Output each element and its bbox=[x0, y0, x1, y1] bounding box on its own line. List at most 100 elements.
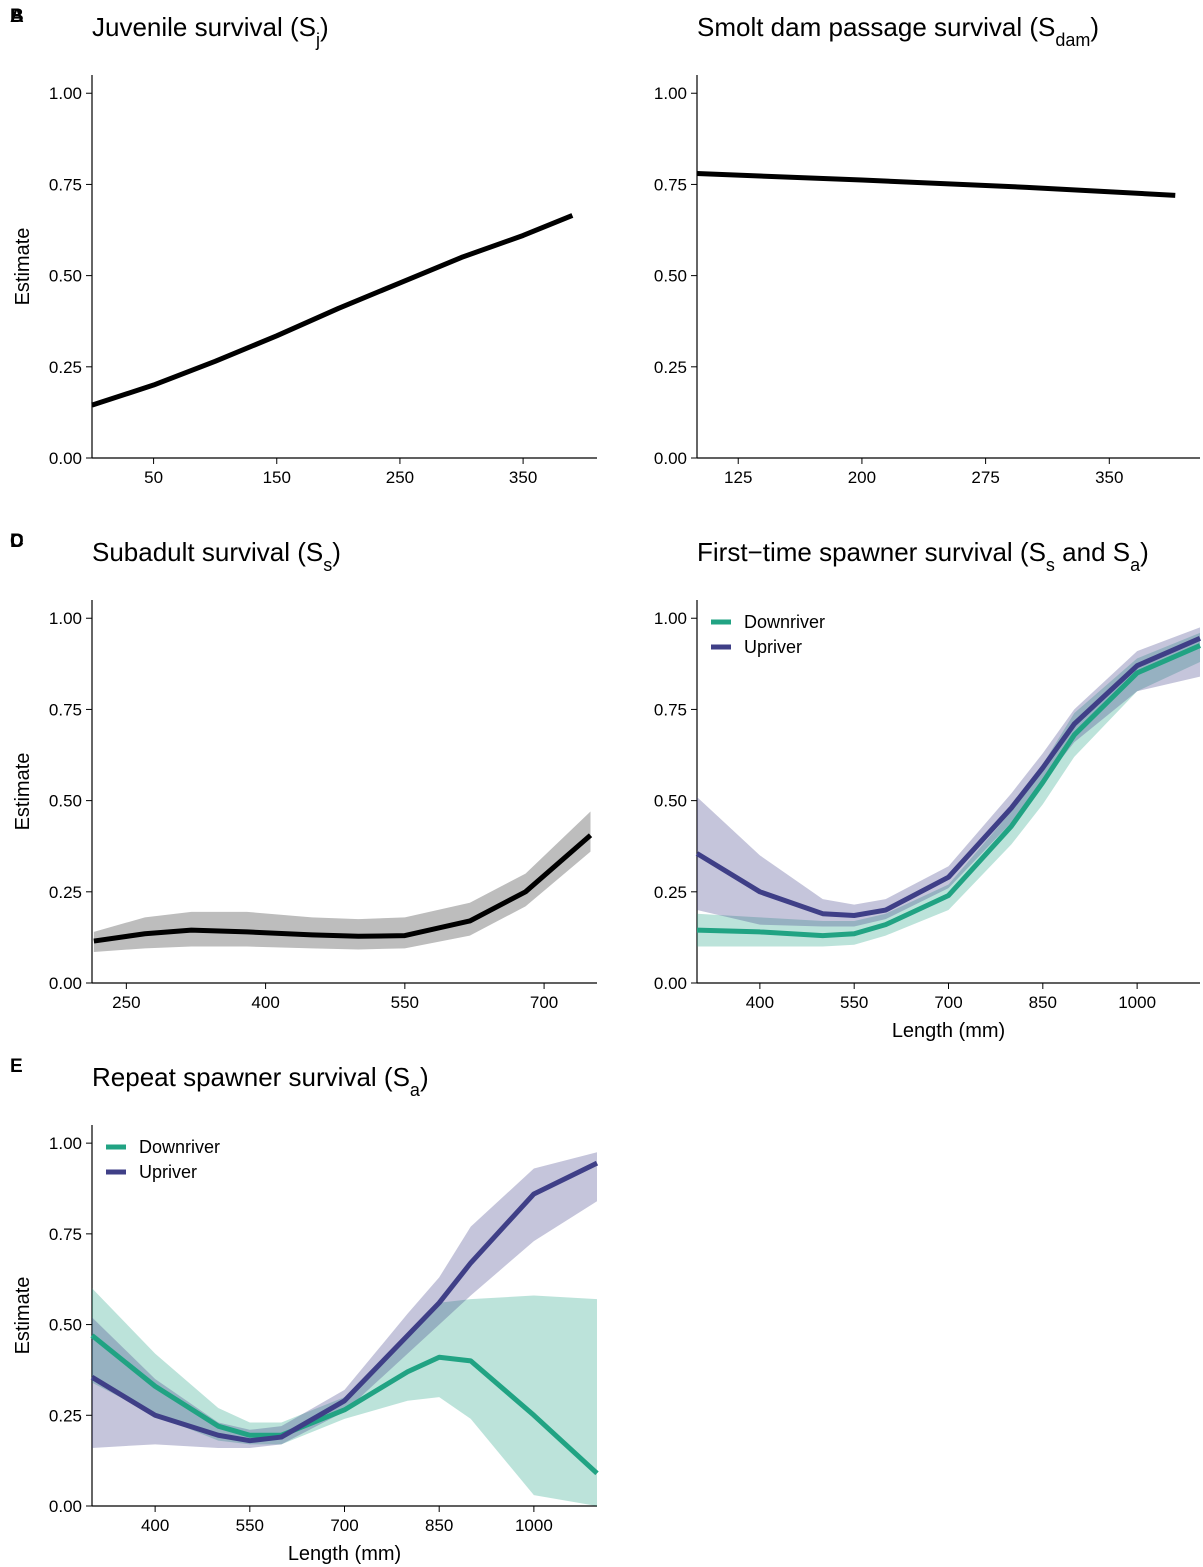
line bbox=[90, 1160, 599, 1444]
x-tick-label: 275 bbox=[971, 468, 999, 487]
panel-title: Subadult survival (Ss) bbox=[92, 537, 341, 575]
title-part: ) bbox=[332, 537, 341, 567]
x-tick-label: 200 bbox=[848, 468, 876, 487]
line bbox=[91, 213, 574, 408]
y-tick-label: 0.25 bbox=[49, 358, 82, 377]
y-tick-label: 0.75 bbox=[654, 700, 687, 719]
x-tick-label: 700 bbox=[530, 993, 558, 1012]
title-part: dam bbox=[1055, 30, 1090, 50]
line bbox=[93, 833, 593, 944]
x-tick-label: 850 bbox=[1029, 993, 1057, 1012]
title-part: ) bbox=[320, 12, 329, 42]
title-part: a bbox=[1130, 555, 1141, 575]
confidence-band bbox=[697, 627, 1200, 927]
panel-letter: A bbox=[10, 6, 24, 27]
y-tick-label: 0.75 bbox=[49, 700, 82, 719]
y-tick-label: 0.00 bbox=[654, 449, 687, 468]
confidence-band bbox=[92, 1152, 597, 1448]
y-tick-label: 1.00 bbox=[49, 1134, 82, 1153]
panel: A Juvenile survival (Sj) 0.00 0.25 0.50 0.75 1… bbox=[10, 6, 597, 487]
y-tick-label: 0.25 bbox=[49, 1406, 82, 1425]
x-tick-label: 400 bbox=[251, 993, 279, 1012]
line bbox=[696, 170, 1176, 198]
y-axis-label: Estimate bbox=[12, 228, 34, 306]
x-tick-label: 1000 bbox=[515, 1516, 553, 1535]
y-tick-label: 0.00 bbox=[654, 974, 687, 993]
panel-letter: E bbox=[10, 1056, 23, 1077]
x-tick-label: 550 bbox=[391, 993, 419, 1012]
line bbox=[695, 636, 1201, 919]
y-tick-label: 0.25 bbox=[49, 883, 82, 902]
x-tick-label: 550 bbox=[840, 993, 868, 1012]
y-tick-label: 0.00 bbox=[49, 974, 82, 993]
y-tick-label: 1.00 bbox=[49, 609, 82, 628]
title-part: First−time spawner survival ( bbox=[697, 537, 1029, 567]
panel-letter: C bbox=[10, 531, 24, 552]
y-tick-label: 0.00 bbox=[49, 1497, 82, 1516]
x-tick-label: 350 bbox=[509, 468, 537, 487]
panel-title: First−time spawner survival (Ss and Sa) bbox=[697, 537, 1149, 575]
y-tick-label: 0.50 bbox=[49, 267, 82, 286]
title-part: Subadult survival ( bbox=[92, 537, 306, 567]
panel: B Smolt dam passage survival (Sdam) 0.00 0.… bbox=[10, 6, 1200, 487]
y-tick-label: 0.75 bbox=[654, 175, 687, 194]
title-part: a bbox=[410, 1080, 421, 1100]
x-tick-label: 250 bbox=[386, 468, 414, 487]
confidence-band bbox=[697, 632, 1200, 947]
x-tick-label: 350 bbox=[1095, 468, 1123, 487]
y-axis-label: Estimate bbox=[12, 1277, 34, 1355]
title-part: Juvenile survival ( bbox=[92, 12, 299, 42]
x-tick-label: 700 bbox=[934, 993, 962, 1012]
title-part: ) bbox=[1140, 537, 1149, 567]
title-part: S bbox=[1113, 537, 1130, 567]
y-tick-label: 0.50 bbox=[654, 267, 687, 286]
panel-title: Repeat spawner survival (Sa) bbox=[92, 1062, 429, 1100]
title-part: ) bbox=[420, 1062, 429, 1092]
y-tick-label: 0.50 bbox=[49, 1316, 82, 1335]
title-part: S bbox=[1038, 12, 1055, 42]
x-tick-label: 1000 bbox=[1118, 993, 1156, 1012]
confidence-band bbox=[93, 811, 591, 952]
y-tick-label: 0.75 bbox=[49, 1225, 82, 1244]
legend-label: Downriver bbox=[744, 612, 825, 632]
panel: D First−time spawner survival (Ss and Sa)… bbox=[10, 531, 1201, 1042]
x-tick-label: 150 bbox=[263, 468, 291, 487]
y-tick-label: 0.25 bbox=[654, 358, 687, 377]
x-tick-label: 50 bbox=[144, 468, 163, 487]
y-tick-label: 0.50 bbox=[654, 792, 687, 811]
x-tick-label: 400 bbox=[746, 993, 774, 1012]
confidence-band bbox=[92, 1288, 597, 1506]
y-tick-label: 0.50 bbox=[49, 792, 82, 811]
panel-letter: B bbox=[10, 6, 24, 27]
panel-title: Juvenile survival (Sj) bbox=[92, 12, 329, 50]
title-part: S bbox=[1029, 537, 1046, 567]
panel: C Subadult survival (Ss) 0.00 0.25 0.50 0.75 1… bbox=[10, 531, 597, 1012]
title-part: S bbox=[393, 1062, 410, 1092]
y-tick-label: 0.00 bbox=[49, 449, 82, 468]
title-part: s bbox=[323, 555, 332, 575]
legend-label: Upriver bbox=[139, 1162, 197, 1182]
legend-label: Upriver bbox=[744, 637, 802, 657]
x-tick-label: 850 bbox=[425, 1516, 453, 1535]
line bbox=[90, 1333, 599, 1476]
y-tick-label: 1.00 bbox=[654, 84, 687, 103]
x-tick-label: 250 bbox=[112, 993, 140, 1012]
panel-title: Smolt dam passage survival (Sdam) bbox=[697, 12, 1099, 50]
line bbox=[696, 643, 1201, 939]
legend-label: Downriver bbox=[139, 1137, 220, 1157]
title-part: s bbox=[1046, 555, 1055, 575]
y-tick-label: 0.75 bbox=[49, 175, 82, 194]
y-tick-label: 1.00 bbox=[654, 609, 687, 628]
x-axis-label: Length (mm) bbox=[892, 1020, 1005, 1042]
x-tick-label: 550 bbox=[236, 1516, 264, 1535]
x-tick-label: 400 bbox=[141, 1516, 169, 1535]
x-tick-label: 125 bbox=[724, 468, 752, 487]
panel-letter: D bbox=[10, 531, 24, 552]
title-part: S bbox=[306, 537, 323, 567]
title-part: Smolt dam passage survival ( bbox=[697, 12, 1038, 42]
y-axis-label: Estimate bbox=[12, 753, 34, 831]
title-part: j bbox=[315, 30, 320, 50]
title-part: and bbox=[1055, 537, 1113, 567]
panel: E Repeat spawner survival (Sa) 0.00 0.25 0.5… bbox=[10, 1056, 599, 1565]
x-tick-label: 700 bbox=[330, 1516, 358, 1535]
